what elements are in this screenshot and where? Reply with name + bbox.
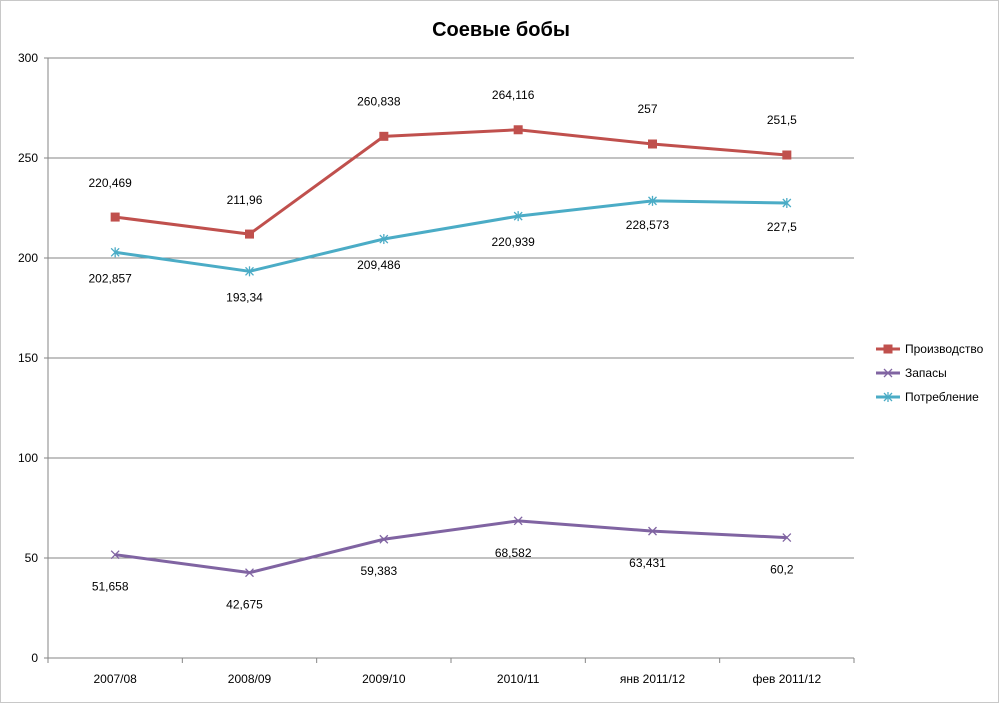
series-group <box>110 125 792 578</box>
data-point <box>110 550 120 560</box>
marker-stroke <box>245 568 254 578</box>
data-label: 257 <box>637 102 657 116</box>
series-1 <box>110 125 792 239</box>
marker-stroke <box>883 368 893 378</box>
data-point <box>648 195 657 206</box>
x-axis-ticks: 2007/08 2008/09 2009/10 2010/11 янв 2011/12 ф… <box>47 658 855 686</box>
y-tick-label: 50 <box>25 551 39 565</box>
series-2 <box>110 516 792 578</box>
legend: Производство Запасы Потребление <box>876 342 984 404</box>
data-point <box>513 516 523 526</box>
series-line <box>114 519 787 575</box>
legend-label: Запасы <box>905 366 947 380</box>
marker-stroke <box>379 534 389 544</box>
data-label: 193,34 <box>226 290 263 304</box>
x-tick-label: янв 2011/12 <box>620 672 686 686</box>
legend-label: Производство <box>905 342 984 356</box>
data-label: 251,5 <box>767 113 797 127</box>
data-point <box>110 247 120 258</box>
data-point <box>648 139 657 149</box>
legend-item: Потребление <box>876 390 979 404</box>
data-label: 220,469 <box>88 176 132 190</box>
data-point <box>245 229 254 239</box>
data-point <box>110 212 120 222</box>
data-point <box>782 150 792 160</box>
series-line <box>114 128 787 236</box>
x-tick-label: 2007/08 <box>93 672 137 686</box>
data-point <box>883 344 893 354</box>
data-point <box>648 526 657 536</box>
x-tick-label: 2009/10 <box>362 672 406 686</box>
data-label: 228,573 <box>626 218 670 232</box>
y-tick-label: 200 <box>18 251 38 265</box>
series-line <box>114 199 787 273</box>
data-label: 59,383 <box>360 564 397 578</box>
y-tick-label: 150 <box>18 351 38 365</box>
data-label: 227,5 <box>767 220 797 234</box>
data-label: 220,939 <box>491 235 535 249</box>
data-point <box>782 533 792 543</box>
data-label: 211,96 <box>227 193 263 207</box>
data-label: 264,116 <box>492 88 535 102</box>
y-tick-label: 0 <box>31 651 38 665</box>
y-tick-label: 250 <box>18 151 38 165</box>
data-label: 260,838 <box>357 94 401 108</box>
data-point <box>245 266 254 277</box>
data-label: 51,658 <box>92 580 129 594</box>
marker-stroke <box>513 516 523 526</box>
data-point <box>883 368 893 378</box>
grid-lines <box>48 57 854 559</box>
x-tick-label: 2010/11 <box>497 672 540 686</box>
marker-stroke <box>110 550 120 560</box>
series-3 <box>110 195 792 277</box>
y-tick-label: 100 <box>18 451 38 465</box>
data-point <box>513 211 523 222</box>
data-label: 209,486 <box>357 258 401 272</box>
data-point <box>883 392 893 402</box>
data-label: 42,675 <box>226 598 263 612</box>
data-point <box>513 125 523 135</box>
data-point <box>379 534 389 544</box>
data-point <box>379 131 389 141</box>
legend-item: Производство <box>876 342 984 356</box>
legend-label: Потребление <box>905 390 979 404</box>
x-tick-label: 2008/09 <box>228 672 272 686</box>
y-axis-ticks: 0 50 100 150 200 250 300 <box>18 51 48 665</box>
marker-stroke <box>782 533 792 543</box>
data-point <box>245 568 254 578</box>
y-tick-label: 300 <box>18 51 38 65</box>
data-point <box>782 198 792 208</box>
x-tick-label: фев 2011/12 <box>752 672 821 686</box>
data-label: 68,582 <box>495 546 532 560</box>
chart-title: Соевые бобы <box>432 19 570 41</box>
data-labels: 220,469 211,96 260,838 264,116 257 251,5 51,65… <box>88 88 797 612</box>
data-label: 60,2 <box>770 563 794 577</box>
data-label: 63,431 <box>629 556 666 570</box>
legend-item: Запасы <box>876 366 947 380</box>
marker-stroke <box>648 526 657 536</box>
data-label: 202,857 <box>88 271 132 285</box>
data-point <box>379 234 389 245</box>
